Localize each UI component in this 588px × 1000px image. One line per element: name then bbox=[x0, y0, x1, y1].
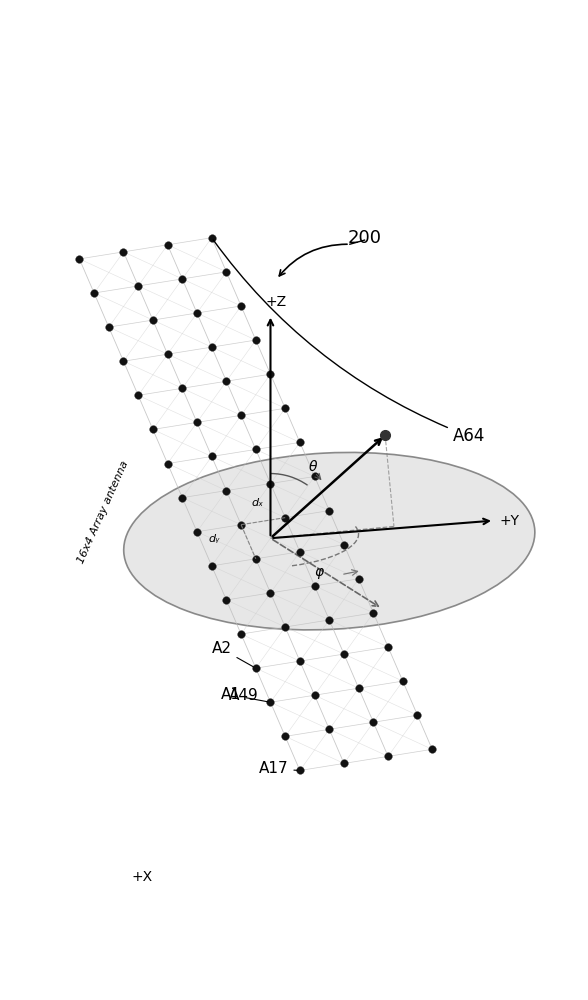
Text: dᵧ: dᵧ bbox=[209, 534, 220, 544]
Text: +Z: +Z bbox=[266, 295, 287, 309]
Text: θ: θ bbox=[309, 460, 317, 474]
Text: A1: A1 bbox=[220, 687, 268, 702]
Text: 200: 200 bbox=[348, 229, 382, 247]
Text: 16x4 Array antenna: 16x4 Array antenna bbox=[76, 459, 130, 565]
Text: A2: A2 bbox=[212, 641, 253, 667]
Text: +Y: +Y bbox=[500, 514, 520, 528]
Text: dₓ: dₓ bbox=[252, 498, 263, 508]
Text: A49: A49 bbox=[229, 688, 259, 703]
Text: φ: φ bbox=[315, 565, 324, 579]
Text: A64: A64 bbox=[213, 240, 485, 445]
Ellipse shape bbox=[123, 452, 535, 630]
Text: +X: +X bbox=[131, 870, 152, 884]
Text: A17: A17 bbox=[259, 761, 297, 776]
